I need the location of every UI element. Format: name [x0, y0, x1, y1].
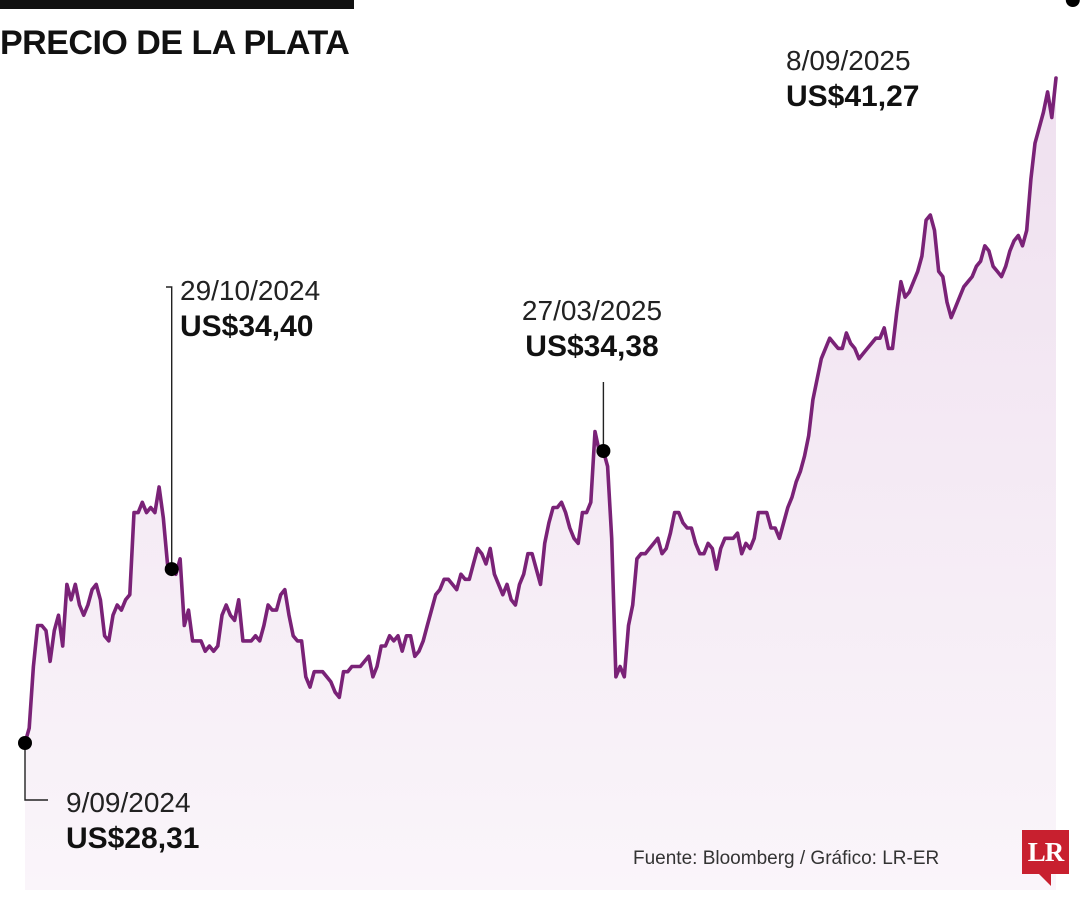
- annotation-date: 29/10/2024: [180, 275, 320, 306]
- annotation-leader: [166, 286, 173, 570]
- price-line: [23, 76, 1058, 745]
- annotation-marker: [164, 562, 179, 577]
- lr-logo-tail: [1039, 874, 1051, 886]
- annotation-leader: [24, 743, 48, 801]
- lr-logo: LR: [1022, 830, 1069, 874]
- source-credit: Fuente: Bloomberg / Gráfico: LR-ER: [633, 848, 940, 869]
- annotation-value: US$41,27: [786, 80, 919, 113]
- chart-title: PRECIO DE LA PLATA: [0, 24, 350, 62]
- annotation-date: 27/03/2025: [522, 295, 662, 326]
- annotation-marker: [596, 444, 611, 458]
- annotation-date: 8/09/2025: [786, 45, 911, 76]
- annotation-value: US$28,31: [66, 822, 199, 855]
- annotation-date: 9/09/2024: [66, 787, 191, 818]
- annotation-value: US$34,38: [525, 330, 658, 363]
- annotation-value: US$34,40: [180, 310, 313, 343]
- annotation-marker: [18, 736, 32, 750]
- price-area: [25, 78, 1056, 890]
- top-rule: [0, 0, 354, 9]
- annotations: 9/09/2024 US$28,31 29/10/2024 US$34,40 27/03…: [18, 0, 1080, 855]
- annotation-marker: [1065, 0, 1080, 7]
